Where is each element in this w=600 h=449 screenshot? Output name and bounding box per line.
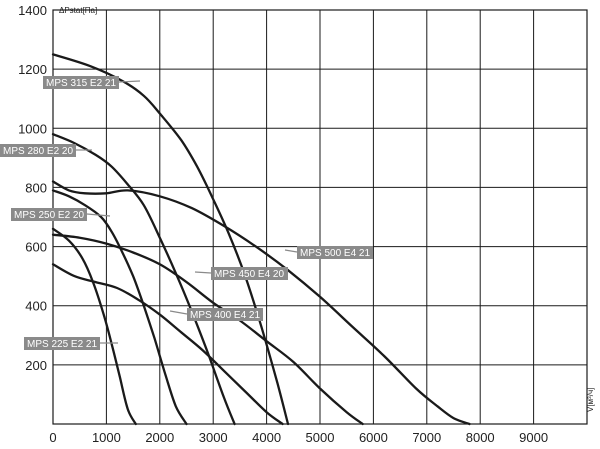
y-tick-label: 1000 — [18, 121, 47, 136]
label-leader — [284, 249, 298, 253]
curve-label-box — [297, 246, 373, 259]
grid — [52, 9, 588, 425]
curve-label-box — [11, 208, 87, 221]
x-tick-label: 3000 — [199, 430, 228, 445]
series-line-4 — [51, 180, 471, 426]
label-leader — [86, 213, 111, 217]
x-tick-label: 6000 — [359, 430, 388, 445]
curve-label: MPS 400 E4 21 — [190, 310, 260, 321]
x-tick-label: 4000 — [252, 430, 281, 445]
label-leader — [194, 271, 212, 274]
curve-label-box — [211, 267, 288, 280]
curve-label-box — [0, 144, 76, 157]
series-line-5 — [51, 233, 364, 426]
x-tick-label: 2000 — [145, 430, 174, 445]
axis-ticks: 0 1000 2000 3000 4000 5000 6000 7000 8000 9000 200… — [18, 3, 548, 445]
x-tick-label: 1000 — [92, 430, 121, 445]
x-axis-label: V[м³/ч] — [586, 388, 595, 412]
curve-label: MPS 225 E2 21 — [27, 339, 97, 350]
y-tick-label: 600 — [25, 240, 47, 255]
x-tick-label: 9000 — [519, 430, 548, 445]
curve-label: MPS 315 E2 21 — [46, 78, 116, 89]
y-tick-label: 1200 — [18, 62, 47, 77]
x-tick-label: 8000 — [466, 430, 495, 445]
y-tick-label: 1400 — [18, 3, 47, 18]
curve-label-box — [187, 308, 263, 321]
curve-label: MPS 250 E2 20 — [14, 210, 84, 221]
y-tick-label: 400 — [25, 299, 47, 314]
x-tick-label: 5000 — [306, 430, 335, 445]
series-line-6 — [51, 263, 284, 426]
y-tick-label: 200 — [25, 358, 47, 373]
y-axis-label: ΔPstat[Па] — [59, 6, 97, 15]
series-line-0 — [51, 53, 290, 426]
curve-label: MPS 500 E4 21 — [300, 248, 370, 259]
label-leader — [169, 310, 188, 315]
series-line-3 — [51, 227, 137, 426]
curve-labels: MPS 315 E2 21 MPS 280 E2 20 MPS 250 E2 20 M… — [0, 76, 373, 350]
curve-label-box — [43, 76, 119, 89]
series-line-2 — [51, 189, 188, 426]
y-tick-label: 800 — [25, 180, 47, 195]
label-leaders — [76, 80, 298, 344]
curve-label: MPS 450 E4 20 — [214, 269, 284, 280]
x-tick-label: 0 — [49, 430, 56, 445]
x-tick-label: 7000 — [412, 430, 441, 445]
label-leader — [118, 80, 141, 83]
curve-label-box — [24, 337, 100, 350]
curves — [51, 53, 471, 426]
curve-label: MPS 280 E2 20 — [3, 146, 73, 157]
